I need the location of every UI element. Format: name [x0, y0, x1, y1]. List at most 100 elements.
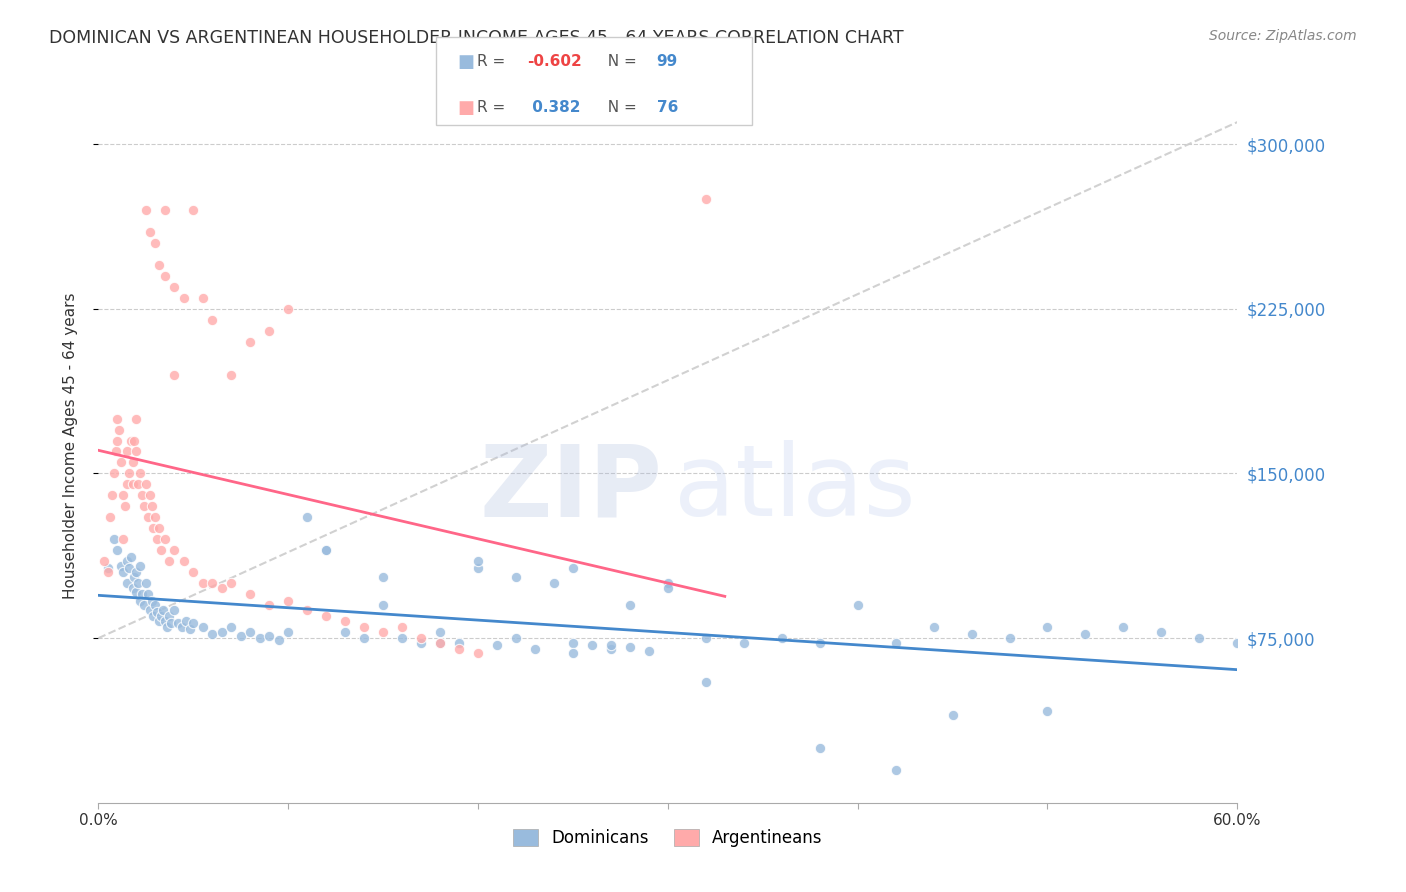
Point	[129, 594, 152, 608]
Point	[808, 635, 831, 649]
Point	[115, 576, 138, 591]
Point	[150, 609, 173, 624]
Point	[391, 631, 413, 645]
Point	[97, 566, 120, 580]
Text: N =: N =	[598, 101, 641, 115]
Point	[121, 455, 143, 469]
Point	[277, 301, 299, 316]
Point	[505, 569, 527, 583]
Point	[201, 576, 224, 591]
Point	[467, 554, 489, 568]
Point	[239, 624, 262, 639]
Point	[619, 640, 641, 654]
Point	[581, 638, 603, 652]
Text: -0.602: -0.602	[527, 54, 582, 69]
Point	[846, 598, 869, 612]
Point	[163, 602, 186, 616]
Point	[170, 620, 193, 634]
Point	[391, 620, 413, 634]
Text: ZIP: ZIP	[479, 441, 662, 537]
Point	[120, 434, 142, 448]
Text: DOMINICAN VS ARGENTINEAN HOUSEHOLDER INCOME AGES 45 - 64 YEARS CORRELATION CHART: DOMINICAN VS ARGENTINEAN HOUSEHOLDER INC…	[49, 29, 904, 46]
Point	[808, 740, 831, 755]
Point	[239, 334, 262, 349]
Point	[173, 291, 195, 305]
Point	[449, 635, 471, 649]
Text: ■: ■	[457, 99, 474, 117]
Point	[138, 602, 160, 616]
Point	[135, 202, 157, 217]
Point	[297, 602, 319, 616]
Point	[183, 202, 205, 217]
Point	[191, 576, 214, 591]
Point	[1150, 624, 1173, 639]
Point	[1112, 620, 1135, 634]
Point	[98, 510, 121, 524]
Point	[467, 647, 489, 661]
Point	[411, 631, 433, 645]
Point	[145, 510, 167, 524]
Point	[429, 635, 451, 649]
Point	[115, 477, 138, 491]
Point	[118, 467, 141, 481]
Point	[156, 620, 179, 634]
Point	[277, 624, 299, 639]
Point	[429, 624, 451, 639]
Y-axis label: Householder Income Ages 45 - 64 years: Householder Income Ages 45 - 64 years	[63, 293, 77, 599]
Point	[136, 587, 159, 601]
Point	[131, 587, 153, 601]
Point	[277, 594, 299, 608]
Point	[695, 631, 717, 645]
Point	[1074, 626, 1097, 640]
Point	[353, 631, 375, 645]
Point	[114, 500, 136, 514]
Point	[121, 477, 143, 491]
Point	[129, 558, 152, 573]
Point	[1036, 620, 1059, 634]
Point	[884, 763, 907, 777]
Point	[942, 708, 965, 723]
Point	[127, 576, 149, 591]
Point	[259, 629, 281, 643]
Point	[173, 554, 195, 568]
Point	[152, 602, 174, 616]
Point	[922, 620, 945, 634]
Point	[229, 629, 252, 643]
Point	[110, 455, 132, 469]
Point	[125, 585, 148, 599]
Point	[191, 620, 214, 634]
Point	[449, 642, 471, 657]
Point	[146, 605, 169, 619]
Point	[132, 598, 155, 612]
Point	[695, 675, 717, 690]
Point	[115, 444, 138, 458]
Point	[112, 566, 135, 580]
Point	[100, 488, 122, 502]
Point	[131, 488, 153, 502]
Point	[121, 581, 143, 595]
Point	[429, 635, 451, 649]
Point	[107, 411, 129, 425]
Point	[107, 543, 129, 558]
Point	[1188, 631, 1211, 645]
Point	[371, 569, 394, 583]
Point	[884, 635, 907, 649]
Point	[353, 620, 375, 634]
Point	[141, 594, 163, 608]
Point	[998, 631, 1021, 645]
Point	[221, 576, 243, 591]
Point	[211, 624, 233, 639]
Point	[157, 609, 180, 624]
Point	[179, 623, 201, 637]
Point	[163, 368, 186, 382]
Text: Source: ZipAtlas.com: Source: ZipAtlas.com	[1209, 29, 1357, 43]
Point	[371, 598, 394, 612]
Point	[259, 324, 281, 338]
Point	[411, 635, 433, 649]
Point	[562, 561, 585, 575]
Point	[163, 280, 186, 294]
Point	[136, 510, 159, 524]
Point	[127, 477, 149, 491]
Point	[221, 620, 243, 634]
Point	[138, 488, 160, 502]
